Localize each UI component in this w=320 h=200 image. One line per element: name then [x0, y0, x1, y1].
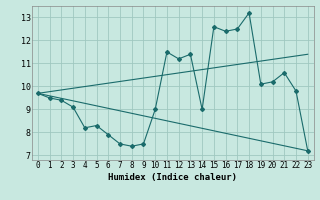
- X-axis label: Humidex (Indice chaleur): Humidex (Indice chaleur): [108, 173, 237, 182]
